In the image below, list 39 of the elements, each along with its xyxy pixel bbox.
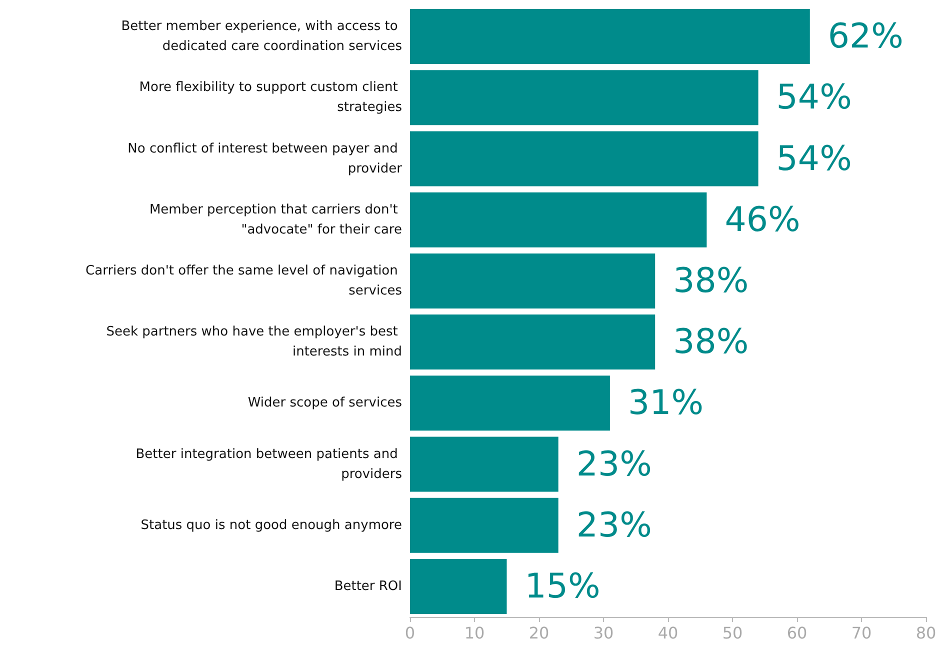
data-label: 23% bbox=[576, 444, 652, 484]
x-tick-label: 30 bbox=[593, 624, 614, 642]
y-tick-label: Carriers don't offer the same level of navigation services bbox=[86, 263, 402, 298]
data-label: 62% bbox=[828, 16, 904, 57]
bar bbox=[410, 131, 758, 186]
y-tick-label: Wider scope of services bbox=[248, 396, 402, 411]
data-label: 38% bbox=[673, 322, 749, 362]
data-label: 54% bbox=[776, 138, 852, 179]
x-tick-label: 70 bbox=[851, 624, 872, 642]
y-tick-label: Better ROI bbox=[334, 578, 402, 594]
y-tick-label: Status quo is not good enough anymore bbox=[140, 518, 402, 533]
x-tick-label: 80 bbox=[916, 624, 936, 642]
y-tick-label: Member perception that carriers don't "advocate" for their care bbox=[149, 202, 402, 238]
bar bbox=[410, 558, 507, 614]
y-tick-label: Better integration between patients and providers bbox=[136, 446, 402, 482]
data-label: 23% bbox=[576, 505, 652, 546]
x-tick-label: 60 bbox=[786, 624, 808, 642]
bar bbox=[410, 436, 558, 492]
bar bbox=[410, 498, 558, 553]
x-tick-label: 40 bbox=[658, 624, 678, 642]
y-tick-label: Better member experience, with access to dedicated care coordination services bbox=[121, 19, 402, 54]
y-tick-label: No conflict of interest between payer and provider bbox=[128, 141, 403, 176]
data-label: 38% bbox=[673, 260, 749, 301]
x-tick-label: 20 bbox=[528, 624, 550, 642]
bar bbox=[410, 9, 810, 64]
bar bbox=[410, 70, 758, 126]
bar bbox=[410, 192, 707, 248]
x-tick-label: 50 bbox=[722, 624, 743, 642]
data-label: 31% bbox=[628, 383, 704, 424]
x-tick-label: 10 bbox=[464, 624, 485, 642]
y-tick-label: More flexibility to support custom client strategies bbox=[139, 80, 402, 116]
data-label: 46% bbox=[724, 200, 800, 240]
x-tick-label: 0 bbox=[404, 624, 416, 642]
y-tick-label: Seek partners who have the employer's best interests in mind bbox=[106, 324, 402, 360]
data-label: 54% bbox=[776, 78, 852, 118]
bar bbox=[410, 314, 656, 370]
data-label: 15% bbox=[524, 566, 600, 606]
bar bbox=[410, 376, 610, 431]
bar bbox=[410, 253, 656, 308]
